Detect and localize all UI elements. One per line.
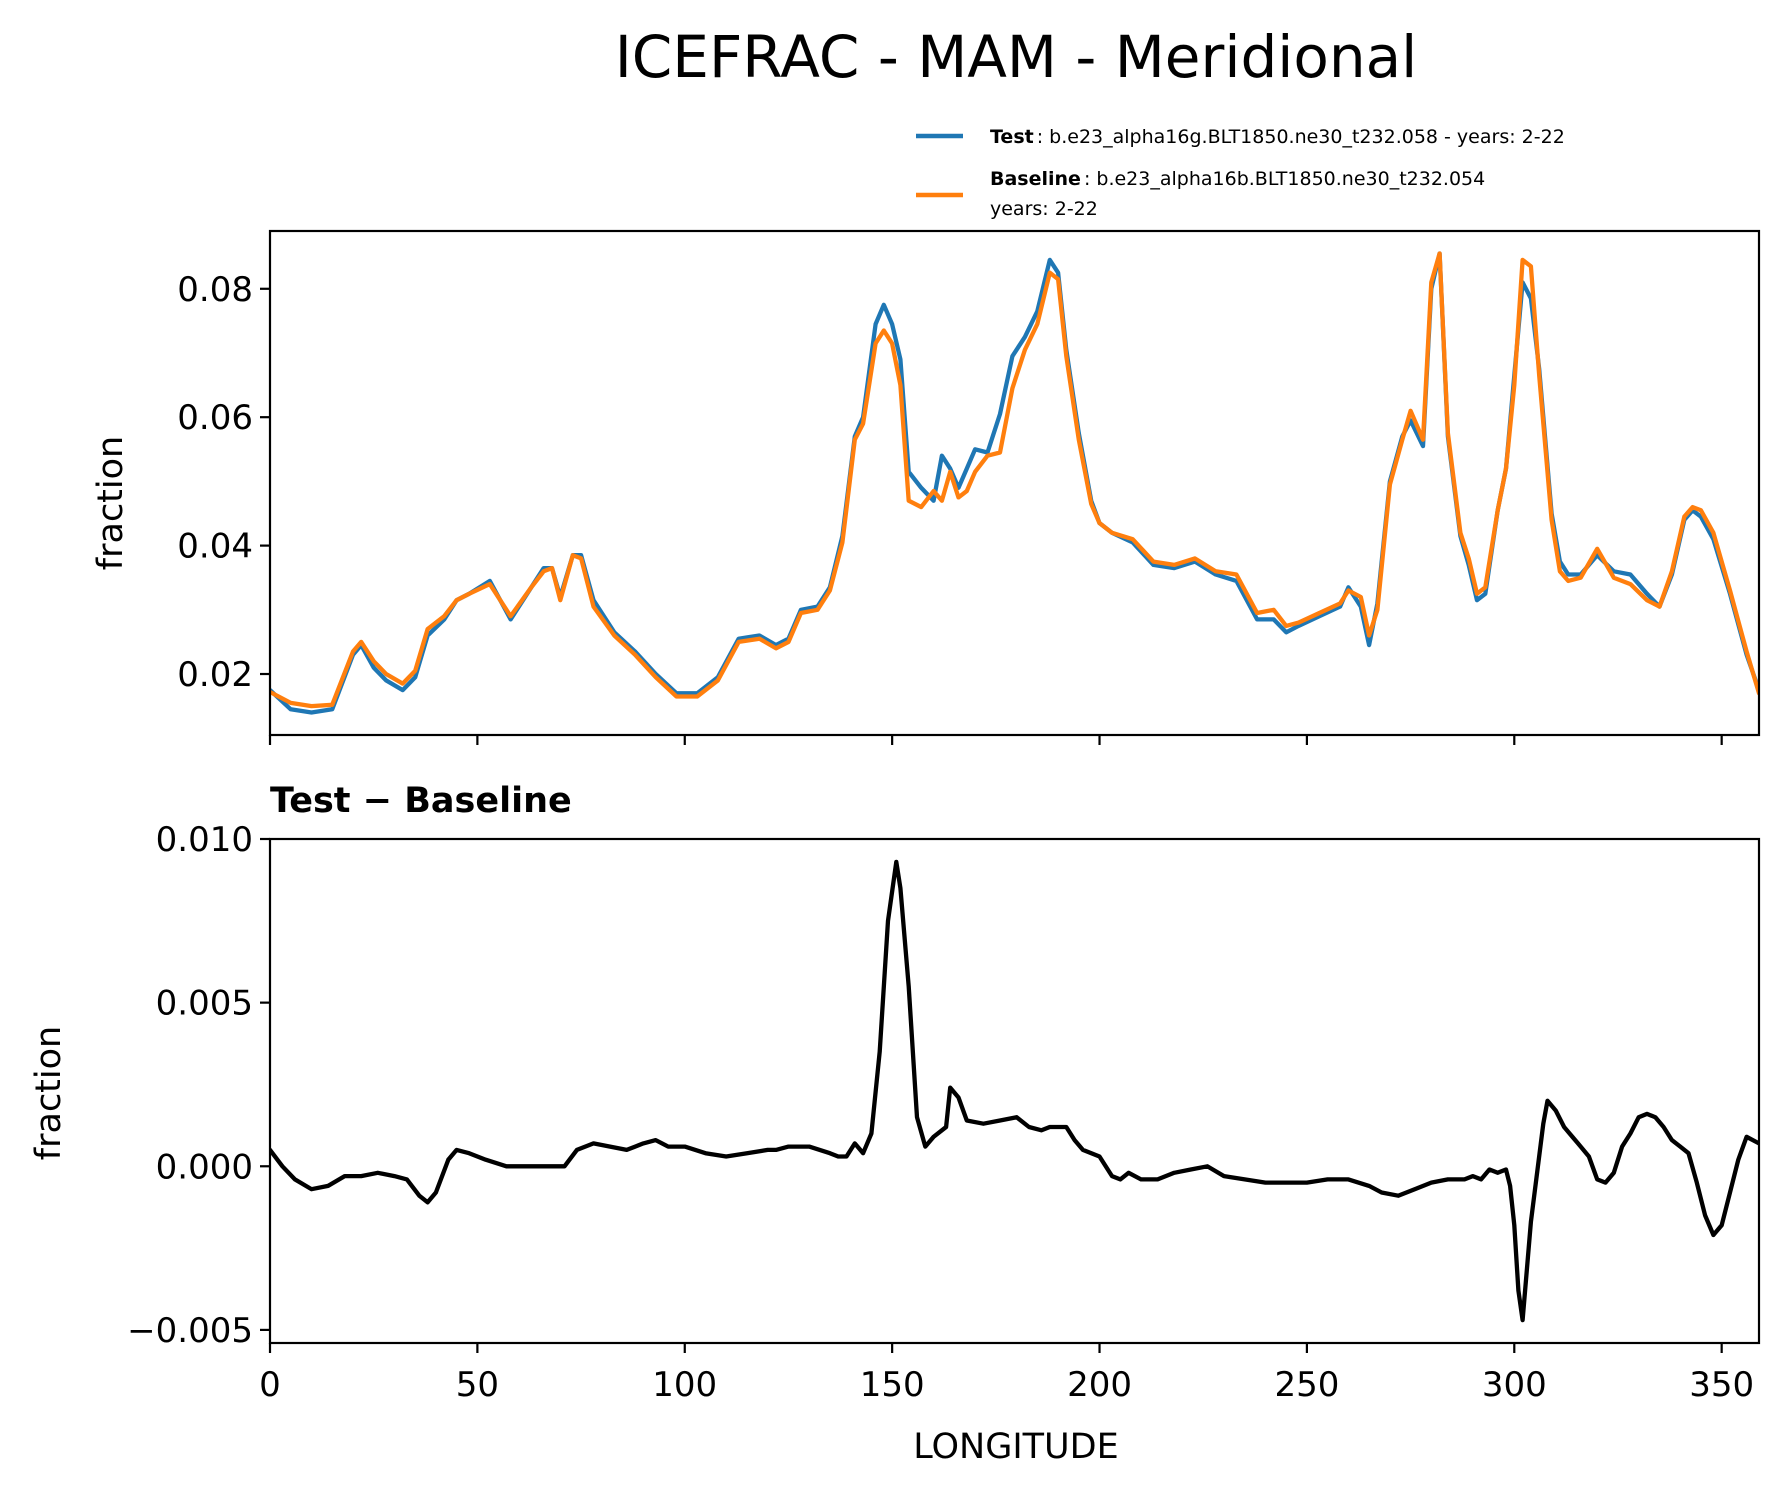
bottom-x-tick-label: 300	[1482, 1365, 1547, 1405]
top-y-tick-label: 0.08	[177, 270, 253, 310]
top-axes: fraction 0.02 0.04 0.06 0.08	[91, 229, 1761, 745]
bottom-panel-title: Test − Baseline	[270, 781, 572, 821]
bottom-lines	[270, 859, 1759, 1323]
legend-test-desc: : b.e23_alpha16g.BLT1850.ne30_t232.058 -…	[1037, 126, 1565, 148]
top-x-ticks	[268, 735, 1723, 745]
bottom-y-ticks: −0.005 0.000 0.005 0.010	[127, 820, 270, 1351]
bottom-y-tick-label: −0.005	[127, 1311, 253, 1351]
top-lines	[270, 251, 1759, 715]
bottom-x-tick-label: 250	[1274, 1365, 1339, 1405]
x-axis-label: LONGITUDE	[913, 1427, 1119, 1467]
baseline-series-line	[270, 251, 1759, 709]
bottom-axes: Test − Baseline fraction −0.005 0.000 0.00…	[29, 781, 1761, 1467]
bottom-x-tick-label: 150	[860, 1365, 925, 1405]
legend: Test: b.e23_alpha16g.BLT1850.ne30_t232.0…	[916, 126, 1565, 220]
legend-baseline-desc: : b.e23_alpha16b.BLT1850.ne30_t232.054	[1084, 168, 1485, 190]
bottom-x-tick-label: 350	[1689, 1365, 1754, 1405]
top-y-axis-label: fraction	[91, 436, 131, 570]
top-axes-frame	[268, 229, 1761, 737]
difference-series-line	[270, 859, 1759, 1323]
bottom-y-tick-label: 0.005	[156, 984, 253, 1024]
bottom-x-tick-label: 0	[259, 1365, 281, 1405]
top-y-tick-label: 0.04	[177, 527, 253, 567]
legend-baseline-text: Baseline: b.e23_alpha16b.BLT1850.ne30_t2…	[990, 168, 1485, 190]
bottom-y-tick-label: 0.010	[156, 820, 253, 860]
top-y-tick-label: 0.06	[177, 398, 253, 438]
bottom-axes-frame	[268, 837, 1761, 1345]
figure-title: ICEFRAC - MAM - Meridional	[615, 23, 1418, 91]
bottom-x-tick-label: 50	[456, 1365, 499, 1405]
bottom-x-ticks: 0 50 100 150 200 250 300 350	[259, 1343, 1754, 1405]
bottom-y-tick-label: 0.000	[156, 1147, 253, 1187]
bottom-x-tick-label: 100	[652, 1365, 717, 1405]
legend-test-text: Test: b.e23_alpha16g.BLT1850.ne30_t232.0…	[990, 126, 1565, 148]
top-y-tick-label: 0.02	[177, 655, 253, 695]
legend-baseline-desc2: years: 2-22	[990, 198, 1098, 220]
bottom-x-tick-label: 200	[1067, 1365, 1132, 1405]
legend-baseline-name: Baseline	[990, 168, 1081, 190]
legend-test-name: Test	[990, 126, 1034, 148]
top-y-ticks: 0.02 0.04 0.06 0.08	[177, 270, 270, 695]
bottom-y-axis-label: fraction	[29, 1026, 69, 1160]
